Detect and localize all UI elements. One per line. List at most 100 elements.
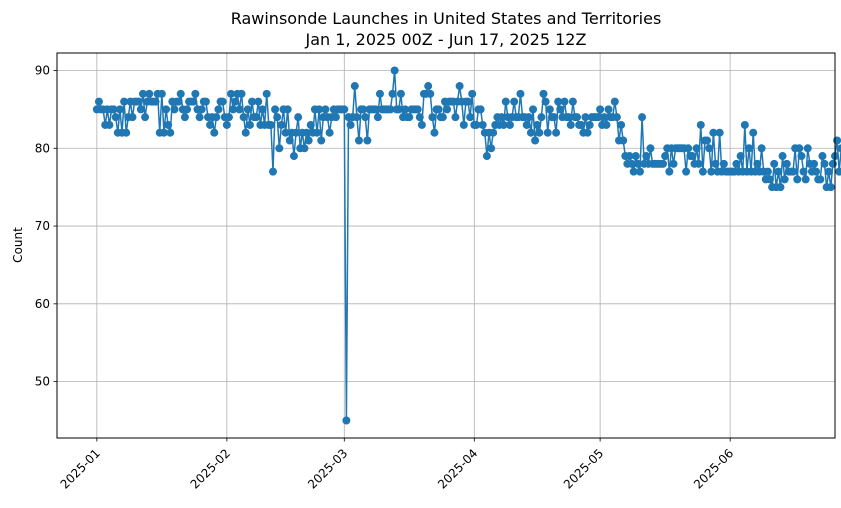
data-point (820, 159, 829, 168)
data-point (434, 105, 443, 114)
data-point (231, 97, 240, 106)
data-point (138, 89, 147, 98)
data-point (266, 120, 275, 129)
data-point (487, 144, 496, 153)
data-point (482, 152, 491, 161)
data-point (560, 97, 569, 106)
data-point (535, 128, 544, 137)
data-point (292, 128, 301, 137)
data-point (373, 113, 382, 122)
data-point (556, 105, 565, 114)
data-point (757, 144, 766, 153)
data-point (206, 120, 215, 129)
data-point (105, 120, 114, 129)
data-point (619, 136, 628, 145)
data-point (533, 120, 542, 129)
data-point (321, 105, 330, 114)
data-point (596, 105, 605, 114)
data-point (302, 128, 311, 137)
data-point (413, 105, 422, 114)
data-point (111, 113, 120, 122)
data-point (218, 97, 227, 106)
data-point (522, 120, 531, 129)
data-point (371, 105, 380, 114)
chart-subtitle: Jan 1, 2025 00Z - Jun 17, 2025 12Z (305, 30, 587, 49)
data-point (499, 120, 508, 129)
data-point (476, 105, 485, 114)
data-point (810, 159, 819, 168)
data-point (703, 136, 712, 145)
data-point (824, 167, 833, 176)
data-point (602, 120, 611, 129)
data-point (294, 113, 303, 122)
data-point (694, 159, 703, 168)
data-point (818, 152, 827, 161)
data-point (170, 105, 179, 114)
data-point (405, 113, 414, 122)
data-point (541, 97, 550, 106)
data-point (545, 105, 554, 114)
data-point (583, 128, 592, 137)
data-point (300, 144, 309, 153)
y-axis-label: Count (11, 227, 25, 263)
data-point (554, 97, 563, 106)
data-point (141, 113, 150, 122)
data-point (268, 167, 277, 176)
data-point (183, 105, 192, 114)
data-point (136, 105, 145, 114)
data-point (304, 136, 313, 145)
data-point (661, 152, 670, 161)
data-point (224, 113, 233, 122)
data-point (745, 144, 754, 153)
data-point (631, 152, 640, 161)
y-tick-label: 90 (35, 64, 50, 78)
data-point (816, 175, 825, 184)
data-point (430, 128, 439, 137)
data-point (501, 97, 510, 106)
data-point (359, 105, 368, 114)
data-point (426, 89, 435, 98)
data-point (531, 136, 540, 145)
data-point (271, 105, 280, 114)
data-point (386, 105, 395, 114)
data-point (191, 89, 200, 98)
data-point (789, 167, 798, 176)
data-point (390, 66, 399, 75)
data-point (707, 167, 716, 176)
data-point (635, 167, 644, 176)
data-point (715, 128, 724, 137)
data-point (539, 89, 548, 98)
y-tick-label: 70 (35, 219, 50, 233)
data-point (417, 120, 426, 129)
data-point (740, 120, 749, 129)
chart-title: Rawinsonde Launches in United States and… (231, 9, 662, 28)
data-point (505, 120, 514, 129)
data-point (526, 128, 535, 137)
series-line (96, 69, 841, 422)
data-point (625, 152, 634, 161)
data-point (765, 175, 774, 184)
data-point (459, 120, 468, 129)
data-point (197, 105, 206, 114)
data-point (346, 120, 355, 129)
data-point (162, 105, 171, 114)
data-point (451, 113, 460, 122)
data-point (245, 120, 254, 129)
data-point (696, 120, 705, 129)
data-point (159, 128, 168, 137)
data-point (248, 97, 257, 106)
data-point (350, 82, 359, 91)
data-point (415, 113, 424, 122)
data-point (235, 105, 244, 114)
data-point (543, 128, 552, 137)
data-point (489, 128, 498, 137)
data-point (340, 105, 349, 114)
data-point (352, 113, 361, 122)
series-layer (92, 66, 841, 425)
data-point (633, 159, 642, 168)
data-point (581, 113, 590, 122)
data-point (174, 97, 183, 106)
data-point (478, 120, 487, 129)
data-point (778, 152, 787, 161)
data-point (638, 113, 647, 122)
